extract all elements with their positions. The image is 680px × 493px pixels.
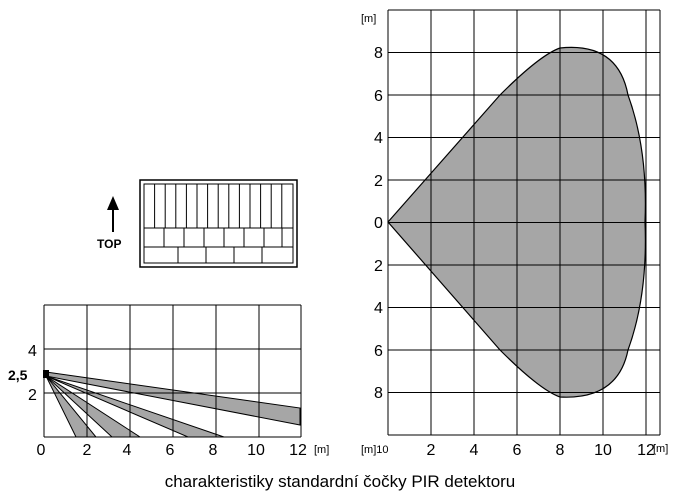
- top-x-tick-label: 4: [470, 442, 479, 459]
- figure-caption: charakteristiky standardní čočky PIR det…: [0, 472, 680, 492]
- top-x-tick-label: 8: [556, 442, 565, 459]
- lens-diagram: TOP: [97, 180, 297, 267]
- lens-segments: [140, 180, 297, 267]
- top-y-tick-label: 4: [374, 300, 383, 317]
- top-x-tick-label: 12: [637, 442, 655, 459]
- side-x-tick-label: 8: [209, 442, 218, 459]
- top-x-tick-label: 10: [594, 442, 612, 459]
- side-view-x-tick-labels: 0 2 4 6 8 10 12: [37, 442, 307, 459]
- top-view-y-unit: [m]: [361, 13, 376, 25]
- top-direction-label: TOP: [97, 237, 121, 251]
- top-view-x-unit: [m]: [653, 443, 668, 455]
- top-view-x-tick-left: [m]10: [361, 444, 389, 456]
- top-y-tick-label: 6: [374, 88, 383, 105]
- side-x-tick-label: 0: [37, 442, 46, 459]
- detector-marker: [43, 370, 49, 378]
- side-view-diagram: 2,5 42 0 2 4 6 8 10 12 [m]: [8, 305, 329, 459]
- side-x-tick-label: 10: [247, 442, 265, 459]
- side-x-tick-label: 2: [83, 442, 92, 459]
- top-x-tick-label: 2: [427, 442, 436, 459]
- top-y-tick-label: 2: [374, 173, 383, 190]
- side-view-y-tick-labels: 42: [28, 343, 37, 404]
- top-y-tick-label: 6: [374, 343, 383, 360]
- side-y-tick-label: 2: [28, 387, 37, 404]
- top-y-tick-label: 8: [374, 45, 383, 62]
- side-y-tick-label: 4: [28, 343, 37, 360]
- side-x-tick-label: 6: [166, 442, 175, 459]
- mount-height-label: 2,5: [8, 367, 28, 383]
- top-y-tick-label: 4: [374, 130, 383, 147]
- top-y-tick-label: 2: [374, 258, 383, 275]
- up-arrow-icon: [107, 196, 119, 232]
- top-view-diagram: [m] [m] [m]10 8 6 4 2 0 2 4 6 8 2 4 6 8 10 12: [361, 10, 668, 459]
- top-y-tick-label-zero: 0: [374, 215, 383, 232]
- side-x-tick-label: 12: [289, 442, 307, 459]
- top-y-tick-label: 8: [374, 385, 383, 402]
- side-view-x-unit: [m]: [314, 444, 329, 456]
- top-view-x-tick-labels: 2 4 6 8 10 12: [427, 442, 655, 459]
- top-x-tick-label: 6: [513, 442, 522, 459]
- top-view-y-tick-labels: 8 6 4 2 0 2 4 6 8: [374, 45, 383, 402]
- side-x-tick-label: 4: [123, 442, 132, 459]
